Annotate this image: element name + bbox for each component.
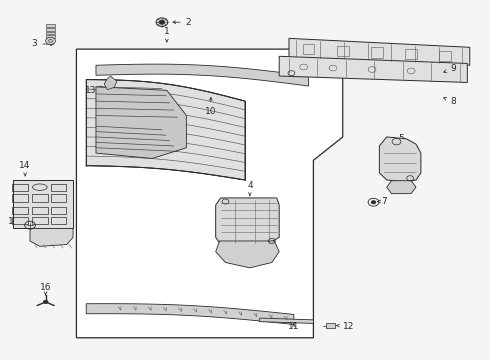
Text: 15: 15 xyxy=(8,217,26,226)
Bar xyxy=(50,184,66,191)
Polygon shape xyxy=(260,318,314,323)
Text: 5: 5 xyxy=(398,134,404,147)
Text: 3: 3 xyxy=(31,39,53,48)
Text: 12: 12 xyxy=(337,322,354,331)
Polygon shape xyxy=(289,39,470,65)
Text: 2: 2 xyxy=(173,18,191,27)
Bar xyxy=(326,323,335,328)
Polygon shape xyxy=(86,80,245,180)
Polygon shape xyxy=(96,64,309,86)
Bar xyxy=(371,48,383,58)
Text: 1: 1 xyxy=(164,27,170,42)
Text: 14: 14 xyxy=(20,161,31,176)
Polygon shape xyxy=(216,198,279,244)
Polygon shape xyxy=(86,304,294,324)
Polygon shape xyxy=(30,228,73,246)
Text: 13: 13 xyxy=(84,86,102,95)
Bar xyxy=(12,217,28,224)
Bar xyxy=(50,194,66,202)
Circle shape xyxy=(156,18,168,27)
Bar xyxy=(303,44,315,54)
Bar xyxy=(46,28,55,31)
Bar xyxy=(50,217,66,224)
Bar xyxy=(32,217,48,224)
Polygon shape xyxy=(76,49,343,338)
Polygon shape xyxy=(104,76,117,90)
Bar xyxy=(46,24,55,27)
Bar xyxy=(50,207,66,214)
Polygon shape xyxy=(379,137,421,182)
Text: 9: 9 xyxy=(443,64,456,73)
Bar xyxy=(46,32,55,35)
Bar xyxy=(32,194,48,202)
Text: 8: 8 xyxy=(443,96,456,105)
Text: 6: 6 xyxy=(416,156,421,168)
Bar xyxy=(12,184,28,191)
Bar xyxy=(32,207,48,214)
Bar xyxy=(46,35,55,38)
Text: 11: 11 xyxy=(288,322,299,331)
Text: 4: 4 xyxy=(247,181,253,195)
Bar xyxy=(337,46,348,56)
Bar xyxy=(12,207,28,214)
Circle shape xyxy=(371,201,376,204)
Bar xyxy=(440,50,451,60)
Circle shape xyxy=(159,20,165,24)
Bar xyxy=(12,194,28,202)
Text: 7: 7 xyxy=(378,197,387,206)
Bar xyxy=(405,49,417,59)
Circle shape xyxy=(43,300,48,304)
Polygon shape xyxy=(13,180,73,228)
Polygon shape xyxy=(387,181,416,194)
Polygon shape xyxy=(279,56,467,82)
Text: 10: 10 xyxy=(205,98,217,116)
Text: 16: 16 xyxy=(40,283,51,295)
Polygon shape xyxy=(216,241,279,268)
Polygon shape xyxy=(96,87,186,158)
Circle shape xyxy=(46,37,55,44)
